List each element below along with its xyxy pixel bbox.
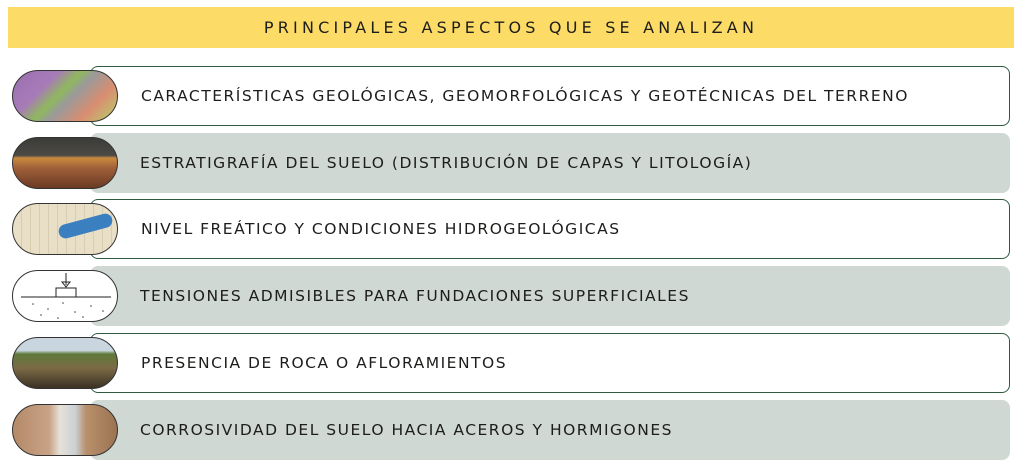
foundation-diagram-image [12,270,118,322]
item-label: CARACTERÍSTICAS GEOLÓGICAS, GEOMORFOLÓGI… [141,87,909,105]
item-label: PRESENCIA DE ROCA O AFLORAMIENTOS [141,354,508,372]
item-bar: NIVEL FREÁTICO Y CONDICIONES HIDROGEOLÓG… [90,199,1010,259]
list-item: CORROSIVIDAD DEL SUELO HACIA ACEROS Y HO… [12,400,1010,460]
soil-strata-image [12,137,118,189]
geological-map-image [12,70,118,122]
item-bar: PRESENCIA DE ROCA O AFLORAMIENTOS [90,333,1010,393]
outcrop-image [12,337,118,389]
hydro-map-image [12,203,118,255]
item-bar: ESTRATIGRAFÍA DEL SUELO (DISTRIBUCIÓN DE… [90,133,1010,193]
list-item: CARACTERÍSTICAS GEOLÓGICAS, GEOMORFOLÓGI… [12,66,1010,126]
foundation-load-icon [21,273,111,319]
item-label: CORROSIVIDAD DEL SUELO HACIA ACEROS Y HO… [140,421,673,439]
page-title: PRINCIPALES ASPECTOS QUE SE ANALIZAN [263,18,759,37]
list-item: PRESENCIA DE ROCA O AFLORAMIENTOS [12,333,1010,393]
title-banner: PRINCIPALES ASPECTOS QUE SE ANALIZAN [8,7,1014,48]
item-label: TENSIONES ADMISIBLES PARA FUNDACIONES SU… [140,287,690,305]
list-item: TENSIONES ADMISIBLES PARA FUNDACIONES SU… [12,266,1010,326]
list-item: ESTRATIGRAFÍA DEL SUELO (DISTRIBUCIÓN DE… [12,133,1010,193]
item-label: NIVEL FREÁTICO Y CONDICIONES HIDROGEOLÓG… [141,220,621,238]
item-bar: CORROSIVIDAD DEL SUELO HACIA ACEROS Y HO… [90,400,1010,460]
item-label: ESTRATIGRAFÍA DEL SUELO (DISTRIBUCIÓN DE… [140,154,753,172]
item-bar: CARACTERÍSTICAS GEOLÓGICAS, GEOMORFOLÓGI… [90,66,1010,126]
item-bar: TENSIONES ADMISIBLES PARA FUNDACIONES SU… [90,266,1010,326]
list-item: NIVEL FREÁTICO Y CONDICIONES HIDROGEOLÓG… [12,199,1010,259]
soil-pit-image [12,404,118,456]
